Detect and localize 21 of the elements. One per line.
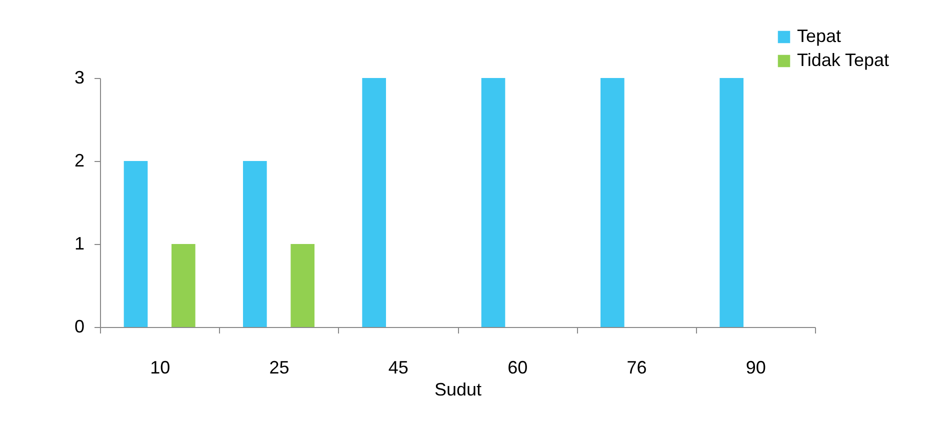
y-tick-label: 1	[74, 234, 84, 254]
bar	[243, 161, 267, 327]
x-tick-label: 10	[150, 358, 170, 378]
legend-label: Tepat	[797, 26, 842, 46]
bar	[290, 244, 314, 327]
x-tick-label: 45	[388, 358, 408, 378]
bar	[172, 244, 196, 327]
bar	[124, 161, 148, 327]
bar	[362, 78, 386, 327]
x-tick-label: 76	[626, 358, 647, 378]
bar	[481, 78, 506, 327]
bar	[600, 78, 624, 327]
y-tick-label: 2	[74, 150, 84, 170]
bar	[720, 78, 744, 327]
legend-label: Tidak Tepat	[797, 50, 890, 70]
x-tick-label: 60	[508, 358, 528, 378]
x-tick-label: 90	[746, 358, 766, 378]
x-tick-label: 25	[269, 358, 290, 378]
y-tick-label: 0	[74, 316, 84, 336]
y-tick-label: 3	[74, 68, 84, 88]
x-axis-title: Sudut	[434, 380, 482, 400]
